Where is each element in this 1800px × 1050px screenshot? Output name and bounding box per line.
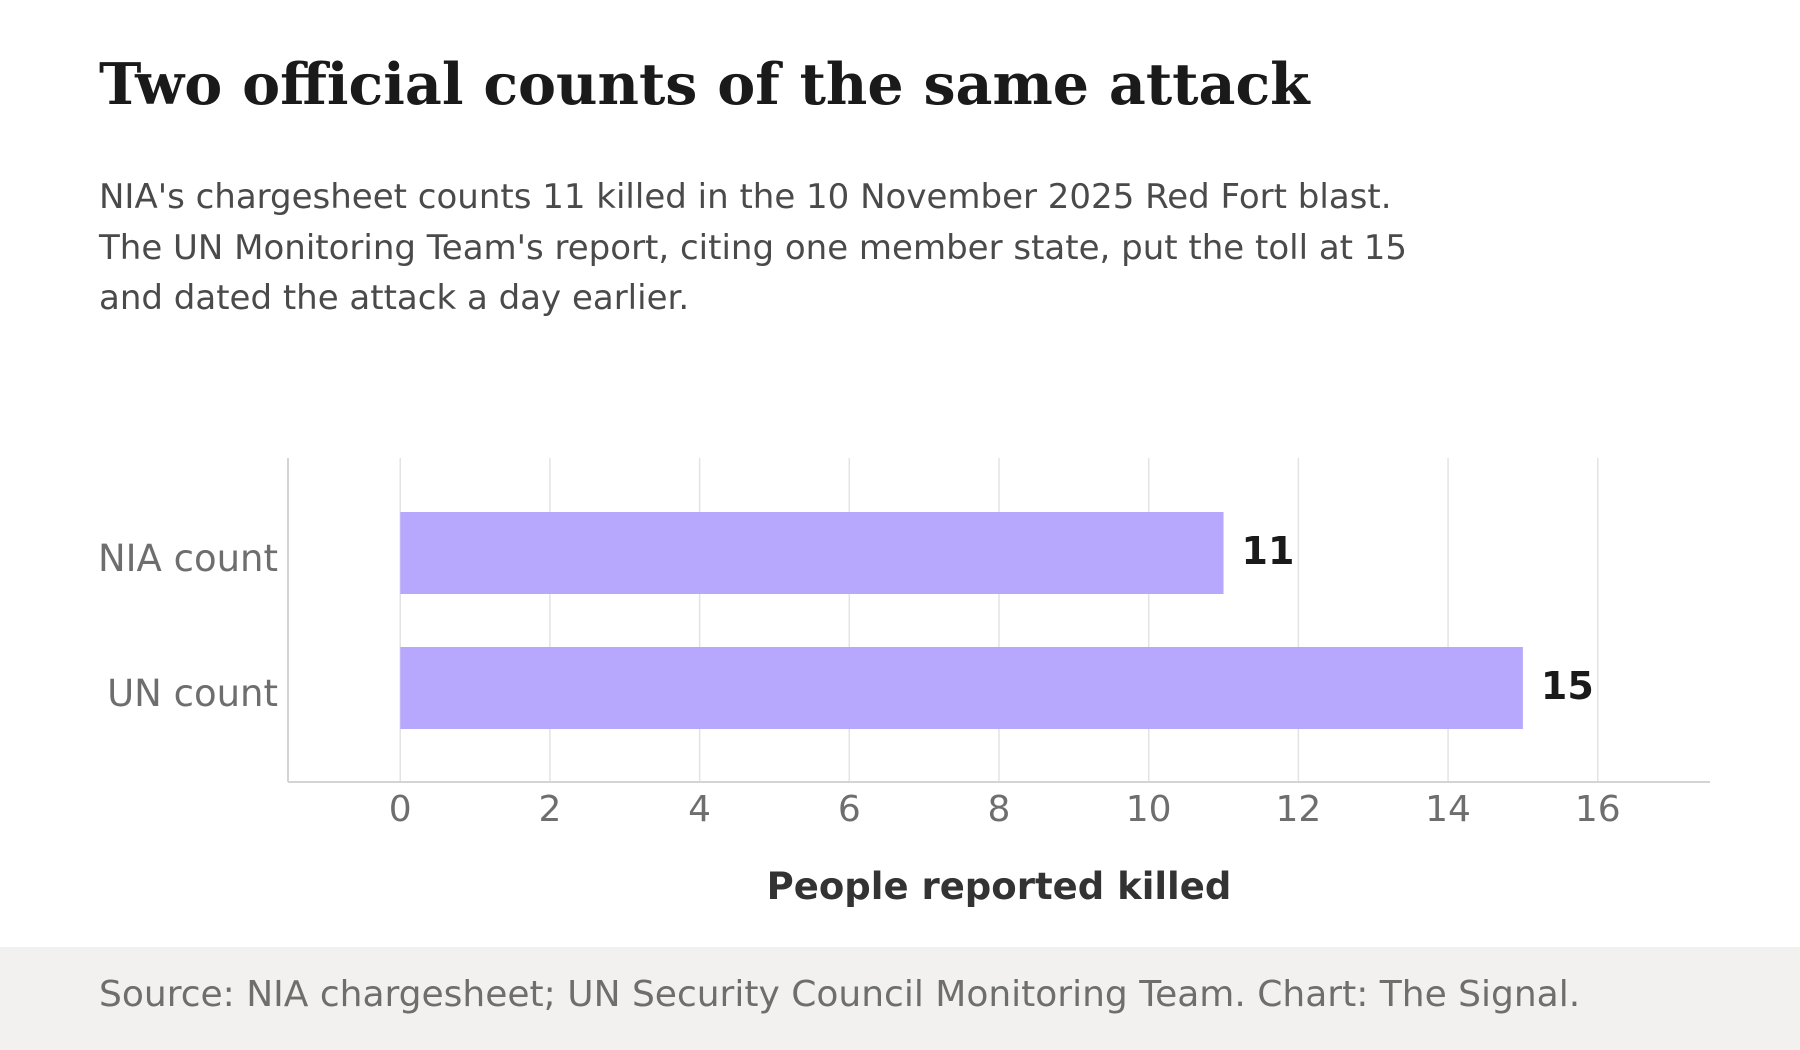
- footer: [0, 947, 1800, 1050]
- gridlines: [399, 458, 1599, 782]
- x-tick-label: 8: [988, 789, 1011, 830]
- x-ticks: 0 2 4 6 8 10 12 14 16: [389, 789, 1621, 830]
- bars: [400, 512, 1523, 729]
- value-label: 15: [1541, 664, 1594, 708]
- x-tick-label: 14: [1425, 789, 1471, 830]
- x-tick-label: 10: [1126, 789, 1172, 830]
- x-axis-label: People reported killed: [767, 865, 1232, 908]
- x-tick-label: 12: [1275, 789, 1321, 830]
- value-label: 11: [1242, 529, 1295, 573]
- chart-title: Two official counts of the same attack: [99, 51, 1310, 118]
- x-tick-label: 16: [1575, 789, 1621, 830]
- x-tick-label: 4: [688, 789, 711, 830]
- x-tick-label: 6: [838, 789, 861, 830]
- category-label: NIA count: [98, 537, 278, 580]
- x-tick-label: 2: [538, 789, 561, 830]
- x-tick-label: 0: [389, 789, 412, 830]
- bar-chart: 11 NIA count 15 UN count 0 2 4 6 8 10 12 14 16 Peop…: [98, 458, 1710, 908]
- bar: [400, 512, 1224, 594]
- labels: 11 NIA count 15 UN count: [98, 529, 1594, 715]
- category-label: UN count: [107, 672, 278, 715]
- source-note: Source: NIA chargesheet; UN Security Cou…: [99, 974, 1581, 1015]
- bar: [400, 647, 1523, 729]
- chart-subtitle: NIA's chargesheet counts 11 killed in th…: [99, 177, 1408, 318]
- axes: [287, 458, 1710, 783]
